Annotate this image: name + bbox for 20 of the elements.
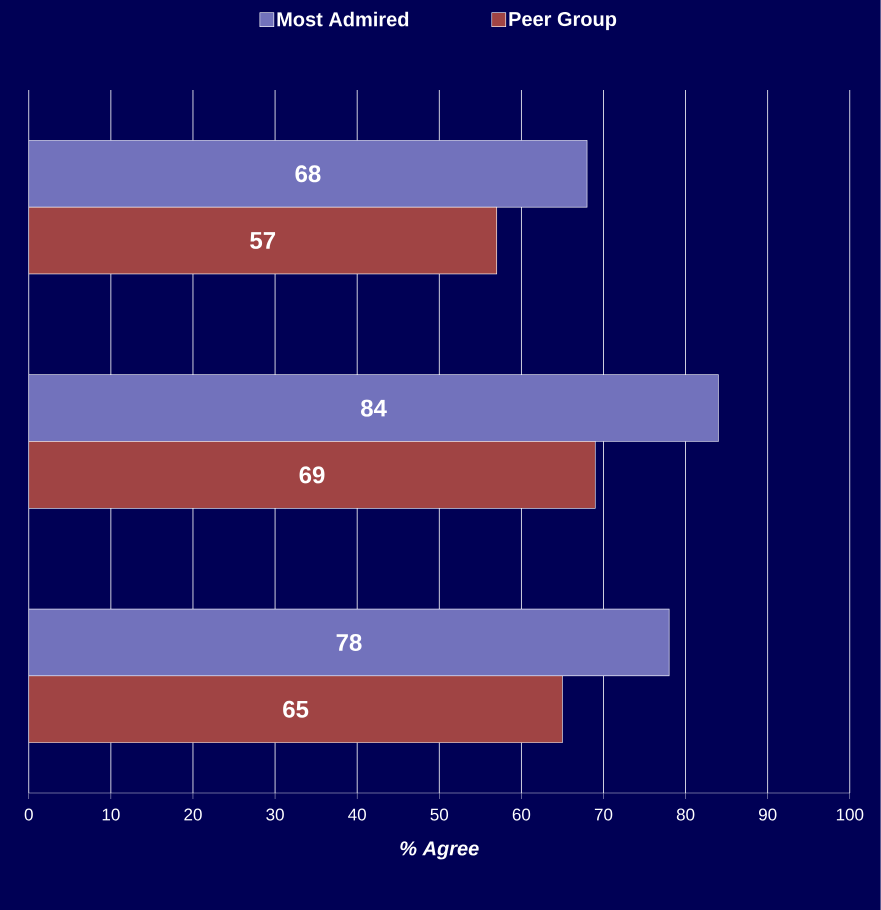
x-tick-label: 30 — [266, 808, 284, 821]
x-tick-label: 70 — [595, 808, 612, 821]
x-tick-label: 20 — [184, 808, 202, 821]
x-axis-title: % Agree — [400, 841, 479, 860]
x-tick-label: 90 — [759, 808, 777, 821]
data-label: 57 — [250, 232, 276, 249]
x-tick-label: 40 — [348, 808, 366, 821]
data-label: 78 — [336, 634, 362, 651]
data-label: 68 — [296, 165, 321, 182]
x-tick-label: 10 — [102, 808, 120, 821]
x-tick-label: 50 — [430, 808, 448, 821]
x-tick-label: 0 — [24, 808, 33, 821]
legend-label: Most Admired — [278, 12, 408, 26]
legend-label: Peer Group — [510, 12, 616, 30]
data-label: 69 — [300, 466, 325, 484]
x-tick-label: 60 — [512, 808, 530, 821]
x-tick-label: 100 — [837, 808, 864, 821]
data-label: 84 — [361, 400, 387, 417]
data-label: 65 — [283, 700, 308, 718]
x-tick-label: 80 — [676, 808, 694, 821]
